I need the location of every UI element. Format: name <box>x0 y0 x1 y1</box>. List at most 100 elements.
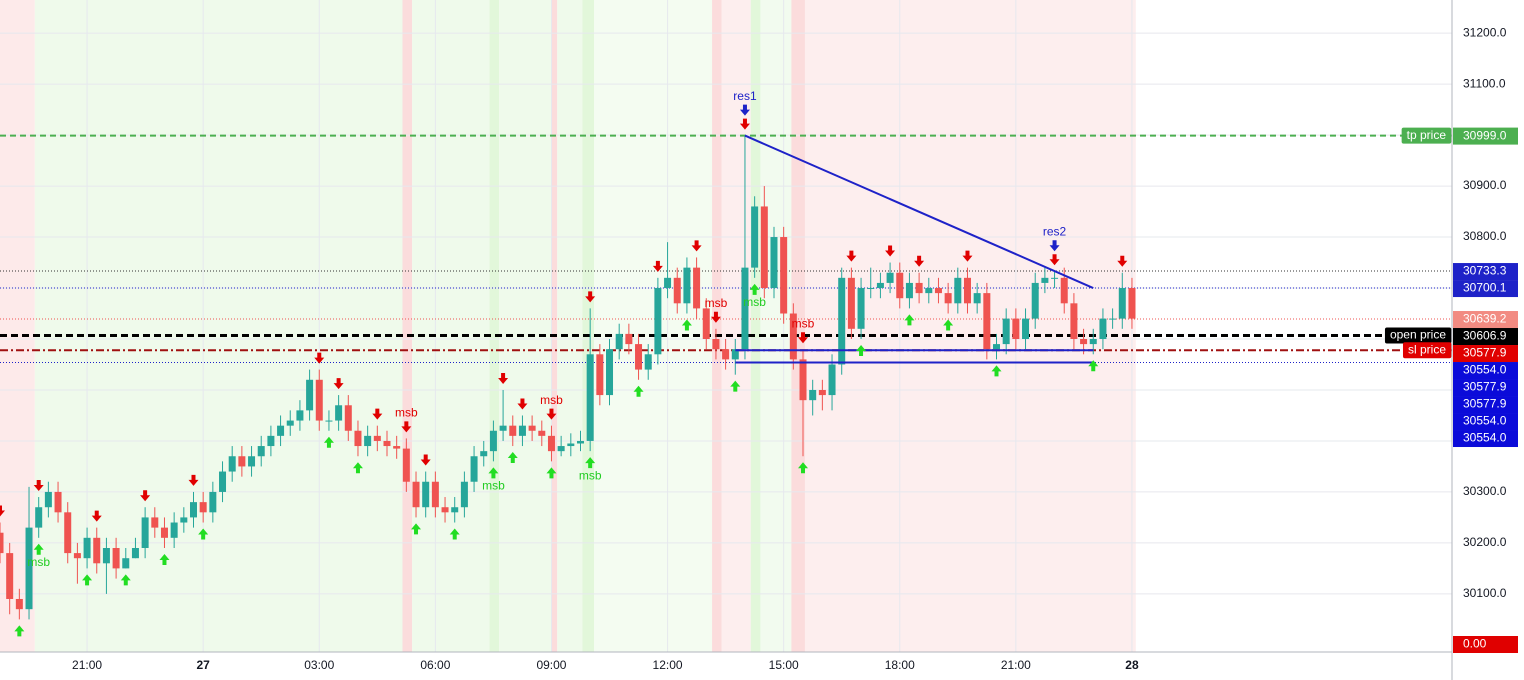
sell-signal <box>140 490 151 502</box>
y-tick-label: 31200.0 <box>1463 25 1507 39</box>
candle-body <box>25 527 33 610</box>
price-label: 30554.0 <box>1463 363 1507 377</box>
buy-signal <box>798 462 809 474</box>
candle-body <box>702 308 710 339</box>
candle-body <box>64 512 72 554</box>
candle-body <box>470 456 478 482</box>
candle-body <box>257 446 265 457</box>
axes: 30100.030200.030300.030400.030500.030600… <box>72 25 1518 672</box>
candle-body <box>518 425 526 436</box>
candle-body <box>267 435 275 447</box>
signal-zone <box>551 0 558 652</box>
sell-signal <box>0 505 5 517</box>
candle-body <box>238 456 246 467</box>
signal-label: msb <box>540 393 563 407</box>
price-label-box <box>1453 345 1518 363</box>
price-label-box <box>1453 379 1518 397</box>
candle-body <box>770 237 778 289</box>
candle-body <box>954 277 962 304</box>
sell-signal <box>420 454 431 466</box>
y-tick-label: 30900.0 <box>1463 178 1507 192</box>
sell-signal <box>33 480 44 492</box>
candle-body <box>199 502 207 513</box>
candle-body <box>402 448 410 482</box>
price-label-box <box>1453 127 1518 145</box>
candle-body <box>422 481 430 508</box>
candle-body <box>538 430 546 436</box>
candle-body <box>1070 303 1078 339</box>
candle-body <box>35 507 43 528</box>
x-tick-label: 15:00 <box>769 658 799 672</box>
buy-signal <box>681 319 692 331</box>
candle-body <box>905 282 913 299</box>
sell-signal <box>885 245 896 257</box>
candle-body <box>228 456 236 472</box>
buy-signal <box>546 467 557 479</box>
candle-body <box>1099 318 1107 339</box>
sell-signal <box>91 510 102 522</box>
buy-signal <box>730 380 741 392</box>
candle-body <box>886 272 894 283</box>
candle-body <box>973 293 981 304</box>
signal-label: res1 <box>733 89 757 103</box>
candle-body <box>993 344 1001 350</box>
candle-body <box>799 359 807 401</box>
candle-body <box>596 354 604 396</box>
candle-body <box>789 313 797 360</box>
y-tick-label: 30200.0 <box>1463 535 1507 549</box>
candle-body <box>286 420 294 426</box>
candle-body <box>780 237 788 314</box>
candle-body <box>15 598 23 610</box>
signal-zone <box>402 0 413 652</box>
candle-body <box>1031 282 1039 319</box>
candle-body <box>760 206 768 289</box>
price-label: 30554.0 <box>1463 431 1507 445</box>
candle-body <box>828 364 836 396</box>
sell-signal <box>333 378 344 390</box>
x-tick-label: 27 <box>196 658 210 672</box>
candle-body <box>1002 318 1010 345</box>
buy-signal <box>352 462 363 474</box>
candle-body <box>847 277 855 329</box>
sell-signal <box>710 311 721 323</box>
buy-signal <box>14 625 25 637</box>
x-tick-label: 09:00 <box>536 658 566 672</box>
signal-label: msb <box>743 295 766 309</box>
candle-body <box>654 288 662 355</box>
candle-body <box>1118 288 1126 319</box>
sell-signal <box>652 260 663 272</box>
sell-signal <box>846 250 857 262</box>
buy-signal <box>198 528 209 540</box>
level-tag: tp price <box>1407 128 1447 142</box>
candle-body <box>248 456 256 467</box>
x-tick-label: 03:00 <box>304 658 334 672</box>
level-tag-box <box>1384 327 1452 344</box>
sell-signal <box>585 291 596 303</box>
candle-body <box>557 446 565 452</box>
sell-signal <box>546 408 557 420</box>
candle-body <box>112 548 120 569</box>
candle-body <box>209 491 217 513</box>
candle-body <box>73 553 81 559</box>
signal-zone <box>712 0 722 652</box>
buy-signal <box>585 457 596 469</box>
price-label-box <box>1453 430 1518 448</box>
buy-signal <box>323 436 334 448</box>
price-label-box <box>1453 263 1518 281</box>
candle-body <box>1060 277 1068 304</box>
candle-body <box>983 293 991 350</box>
price-label-box <box>1453 413 1518 431</box>
sell-signal <box>314 352 325 364</box>
y-tick-label: 30300.0 <box>1463 484 1507 498</box>
sell-signal <box>372 408 383 420</box>
candle-body <box>393 446 401 449</box>
candle-body <box>606 349 614 396</box>
candle-body <box>915 282 923 294</box>
candle-body <box>54 491 62 513</box>
candle-body <box>586 354 594 441</box>
candle-body <box>335 405 343 421</box>
candle-body <box>857 288 865 329</box>
candle-body <box>693 267 701 309</box>
price-label-box <box>1453 396 1518 414</box>
